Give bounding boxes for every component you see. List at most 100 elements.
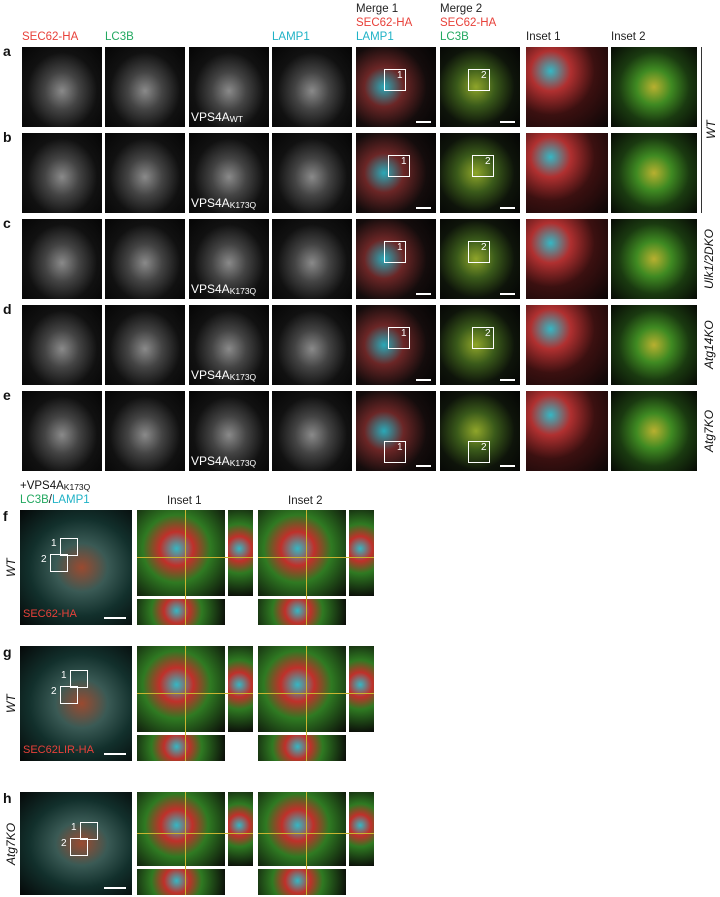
inset-xy: [258, 646, 346, 732]
scale-bar: [500, 207, 515, 209]
micrograph: 1: [356, 47, 436, 127]
crosshair: [185, 646, 186, 761]
micrograph: [272, 305, 352, 385]
inset-yz: [349, 646, 374, 732]
scale-bar: [500, 379, 515, 381]
micrograph: 1 2 SEC62LIR-HA: [20, 646, 132, 761]
column-header: LAMP1: [356, 31, 394, 43]
row-letter: h: [3, 790, 12, 806]
micrograph: [22, 219, 102, 299]
micrograph: [22, 391, 102, 471]
inset-box: [468, 69, 490, 91]
crosshair: [185, 510, 186, 625]
stain-text: /: [48, 494, 52, 506]
crosshair: [137, 557, 253, 559]
row-letter: d: [3, 301, 12, 317]
micrograph: [611, 47, 697, 127]
scale-bar: [104, 617, 126, 619]
scale-bar: [416, 207, 431, 209]
inset-xy: [258, 510, 346, 596]
panel-label: SEC62LIR-HA: [23, 744, 94, 756]
box-label: 2: [481, 242, 487, 253]
inset-box: [384, 441, 406, 463]
inset-xz: [258, 599, 346, 625]
inset-box: [472, 327, 494, 349]
column-header: SEC62-HA: [22, 31, 79, 43]
row-letter: b: [3, 129, 12, 145]
scale-bar: [500, 293, 515, 295]
micrograph: [272, 47, 352, 127]
box-label: 2: [51, 686, 57, 697]
construct-label: +VPS4AK173Q: [20, 480, 90, 492]
inset-box: [50, 554, 68, 572]
micrograph: [22, 133, 102, 213]
scale-bar: [500, 465, 515, 467]
inset-box: [472, 155, 494, 177]
micrograph: [526, 133, 608, 213]
construct-name: VPS4A: [191, 196, 230, 210]
micrograph: 1: [356, 219, 436, 299]
scale-bar: [104, 753, 126, 755]
panel-label: SEC62-HA: [23, 608, 77, 620]
micrograph: 2: [440, 305, 520, 385]
crosshair: [137, 693, 253, 695]
micrograph: [272, 219, 352, 299]
inset-yz: [228, 646, 253, 732]
inset-box: [468, 441, 490, 463]
construct-label: VPS4AK173Q: [191, 282, 256, 296]
inset-xz: [258, 869, 346, 895]
construct-subscript: WT: [229, 114, 243, 124]
micrograph: [272, 391, 352, 471]
scale-bar: [416, 379, 431, 381]
micrograph: VPS4AWT: [189, 47, 269, 127]
scale-bar: [416, 293, 431, 295]
micrograph: [105, 391, 185, 471]
construct-subscript: K173Q: [229, 458, 257, 468]
inset-xz: [137, 735, 225, 761]
micrograph: [526, 391, 608, 471]
construct-label: VPS4AWT: [191, 110, 243, 124]
inset-header: Inset 2: [288, 495, 323, 507]
box-label: 1: [397, 442, 403, 453]
genotype-label: WT: [4, 558, 18, 577]
inset-box: [60, 686, 78, 704]
inset-xy: [137, 646, 225, 732]
construct-subscript: K173Q: [229, 372, 257, 382]
inset-box: [60, 538, 78, 556]
micrograph: [526, 47, 608, 127]
crosshair: [306, 646, 307, 761]
box-label: 2: [61, 838, 67, 849]
micrograph: [22, 47, 102, 127]
box-label: 1: [51, 538, 57, 549]
stain-text: LAMP1: [51, 494, 90, 506]
inset-yz: [228, 510, 253, 596]
micrograph: 2: [440, 133, 520, 213]
crosshair: [258, 693, 374, 695]
crosshair: [306, 510, 307, 625]
row-letter: a: [3, 43, 11, 59]
crosshair: [306, 792, 307, 895]
row-letter: e: [3, 387, 11, 403]
inset-xz: [137, 869, 225, 895]
column-header: LC3B: [440, 31, 469, 43]
row-letter: c: [3, 215, 11, 231]
crosshair: [258, 832, 374, 834]
inset-header: Inset 1: [167, 495, 202, 507]
micrograph: [526, 305, 608, 385]
micrograph: 2: [440, 219, 520, 299]
micrograph: 1: [356, 391, 436, 471]
crosshair: [185, 792, 186, 895]
scale-bar: [416, 465, 431, 467]
micrograph: [105, 133, 185, 213]
micrograph: VPS4AK173Q: [189, 219, 269, 299]
scale-bar: [104, 887, 126, 889]
column-header: Inset 1: [526, 31, 561, 43]
inset-xz: [258, 735, 346, 761]
stain-label: LC3B/LAMP1: [20, 494, 90, 506]
column-header: LAMP1: [272, 31, 310, 43]
micrograph: VPS4AK173Q: [189, 391, 269, 471]
row-letter: g: [3, 644, 12, 660]
inset-xy: [137, 510, 225, 596]
inset-yz: [349, 510, 374, 596]
